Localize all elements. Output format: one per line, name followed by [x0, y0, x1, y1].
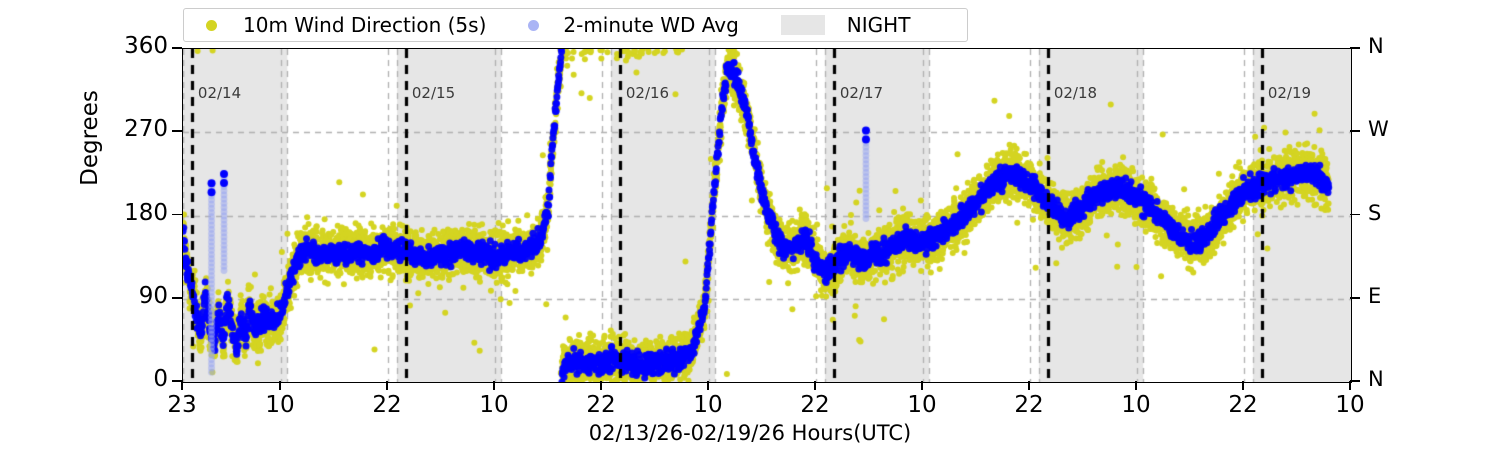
legend-item-wind-direction-5s[interactable]: 10m Wind Direction (5s) — [198, 13, 486, 37]
x-tick-0 — [181, 381, 183, 390]
y-tick-right-label-S: S — [1368, 200, 1382, 225]
plot-area: 02/14 02/15 02/16 02/17 02/18 02/19 — [182, 48, 1352, 383]
y-tick-right-label-N: N — [1368, 367, 1384, 391]
x-axis-title: 02/13/26-02/19/26 Hours(UTC) — [588, 421, 912, 445]
x-tick-label-10: 22 — [1228, 392, 1258, 418]
x-tick-1 — [279, 381, 281, 390]
y-tick-right-label-N: N — [1368, 34, 1384, 58]
y-tick-label-270: 270 — [124, 116, 168, 143]
x-tick-label-1: 10 — [265, 392, 295, 418]
x-tick-8 — [1028, 381, 1030, 390]
y-tick-right-S — [1350, 213, 1360, 216]
y-tick-right-label-W: W — [1368, 117, 1389, 142]
y-tick-right-E — [1350, 296, 1360, 299]
day-label-02-19: 02/19 — [1267, 84, 1312, 102]
x-tick-3 — [493, 381, 495, 390]
y-tick-right-N — [1350, 380, 1360, 382]
day-label-02-18: 02/18 — [1053, 84, 1098, 102]
day-label-02-14: 02/14 — [197, 84, 242, 102]
x-tick-6 — [814, 381, 816, 390]
y-tick-0 — [172, 380, 182, 382]
legend-label-night: NIGHT — [846, 13, 911, 37]
legend-marker-night-icon — [780, 15, 825, 35]
legend-marker-wind-direction-5s-icon — [206, 19, 217, 31]
y-tick-label-0: 0 — [153, 366, 168, 392]
x-tick-label-5: 10 — [693, 392, 723, 418]
x-tick-10 — [1242, 381, 1244, 390]
x-tick-label-3: 10 — [479, 392, 509, 418]
y-tick-360 — [172, 47, 182, 49]
x-tick-4 — [600, 381, 602, 390]
y-tick-right-label-E: E — [1368, 283, 1382, 308]
day-label-02-15: 02/15 — [411, 84, 456, 102]
x-tick-7 — [921, 381, 923, 390]
x-tick-label-6: 22 — [800, 392, 830, 418]
x-tick-label-9: 10 — [1121, 392, 1151, 418]
x-tick-label-0: 23 — [167, 392, 197, 418]
day-label-02-16: 02/16 — [625, 84, 670, 102]
x-tick-label-7: 10 — [907, 392, 937, 418]
x-tick-9 — [1135, 381, 1137, 390]
day-label-02-17: 02/17 — [839, 84, 884, 102]
y-tick-180 — [172, 213, 182, 216]
legend-item-wd-avg-2min[interactable]: 2-minute WD Avg — [520, 13, 739, 37]
scatter-canvas — [183, 49, 1351, 382]
y-tick-right-W — [1350, 130, 1360, 133]
x-tick-label-8: 22 — [1014, 392, 1044, 418]
chart-legend: 10m Wind Direction (5s) 2-minute WD Avg … — [183, 8, 968, 42]
legend-label-wd-avg-2min: 2-minute WD Avg — [563, 13, 739, 37]
y-tick-label-360: 360 — [124, 33, 168, 59]
x-tick-label-4: 22 — [586, 392, 616, 418]
x-tick-11 — [1349, 381, 1351, 390]
y-tick-right-N — [1350, 47, 1360, 49]
x-tick-label-11: 10 — [1335, 392, 1365, 418]
y-tick-label-90: 90 — [138, 282, 168, 309]
x-tick-2 — [386, 381, 388, 390]
x-tick-label-2: 22 — [372, 392, 402, 418]
y-tick-label-180: 180 — [124, 199, 168, 226]
y-tick-270 — [172, 130, 182, 133]
legend-item-night[interactable]: NIGHT — [773, 13, 911, 37]
legend-label-wind-direction-5s: 10m Wind Direction (5s) — [243, 13, 487, 37]
y-tick-90 — [172, 296, 182, 299]
legend-marker-wd-avg-2min-icon — [528, 19, 540, 31]
x-tick-5 — [707, 381, 709, 390]
